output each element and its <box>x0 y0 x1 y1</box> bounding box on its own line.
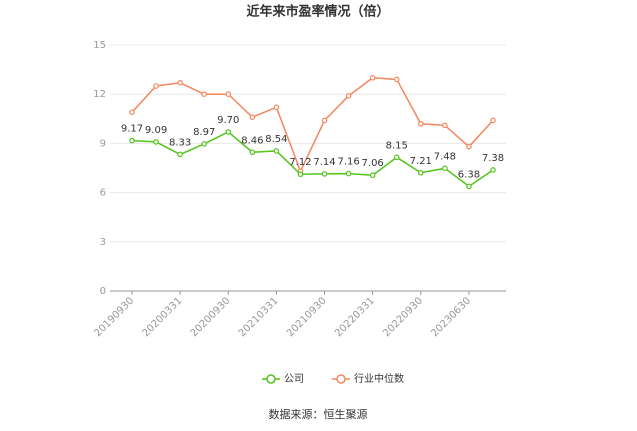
data-label: 7.14 <box>313 157 335 168</box>
data-point <box>393 76 400 83</box>
data-point <box>345 170 352 177</box>
data-label: 9.70 <box>217 115 239 126</box>
x-tick-label: 20220930 <box>381 295 425 339</box>
data-point <box>321 117 328 124</box>
data-point <box>201 141 208 147</box>
data-point <box>273 148 280 154</box>
x-tick-label: 20190930 <box>92 295 136 339</box>
data-label: 7.06 <box>362 158 384 169</box>
data-label: 8.33 <box>169 137 191 148</box>
data-point <box>225 129 232 135</box>
data-point <box>466 143 472 150</box>
legend-marker <box>336 374 346 384</box>
x-tick-label: 20200930 <box>189 295 233 339</box>
data-point <box>153 139 159 145</box>
data-point <box>369 75 376 81</box>
x-tick-label: 20230630 <box>429 295 473 339</box>
data-label: 7.12 <box>289 157 311 168</box>
x-tick-label: 20210331 <box>237 295 281 339</box>
data-point <box>177 151 183 158</box>
data-point <box>297 171 304 178</box>
data-point <box>273 104 280 111</box>
y-tick-label: 3 <box>100 237 106 248</box>
y-tick-label: 0 <box>100 286 106 297</box>
data-point <box>201 91 208 98</box>
data-point <box>225 91 232 98</box>
data-label: 9.09 <box>145 125 167 136</box>
data-point <box>369 172 376 179</box>
data-label: 8.15 <box>386 140 408 151</box>
legend-marker <box>266 374 276 384</box>
data-label: 8.97 <box>193 127 215 138</box>
series-line <box>131 131 494 188</box>
data-point <box>345 93 352 99</box>
data-label: 6.38 <box>458 169 480 180</box>
y-tick-label: 12 <box>93 89 106 100</box>
x-tick-label: 20210930 <box>285 295 329 339</box>
data-label: 8.54 <box>265 134 287 145</box>
data-point <box>442 122 448 129</box>
data-label: 8.46 <box>241 135 263 146</box>
data-point <box>129 137 135 144</box>
chart-title: 近年来市盈率情况（倍） <box>246 4 389 20</box>
data-point <box>177 79 183 86</box>
source: 数据来源：恒生聚源 <box>269 407 368 421</box>
data-point <box>417 120 424 127</box>
data-point <box>393 154 400 161</box>
x-tick-label: 20200331 <box>141 295 185 339</box>
data-point <box>490 167 496 173</box>
data-point <box>442 165 448 172</box>
data-label: 7.16 <box>337 157 359 168</box>
data-point <box>321 171 328 177</box>
data-point <box>249 149 256 156</box>
data-point <box>466 183 472 190</box>
data-point <box>249 114 256 120</box>
data-label: 7.21 <box>410 156 432 167</box>
series-line <box>131 77 494 174</box>
data-point <box>490 117 496 124</box>
x-tick-label: 20220331 <box>333 295 377 339</box>
y-tick-label: 6 <box>100 188 106 199</box>
data-point <box>129 109 135 116</box>
data-point <box>153 83 159 89</box>
data-point <box>417 169 424 176</box>
data-label: 7.38 <box>482 153 504 164</box>
data-label: 9.17 <box>121 124 143 135</box>
legend-label: 行业中位数 <box>354 372 404 385</box>
y-tick-label: 9 <box>100 138 106 149</box>
legend-label: 公司 <box>284 374 304 385</box>
y-tick-label: 15 <box>93 40 106 51</box>
data-label: 7.48 <box>434 151 456 162</box>
